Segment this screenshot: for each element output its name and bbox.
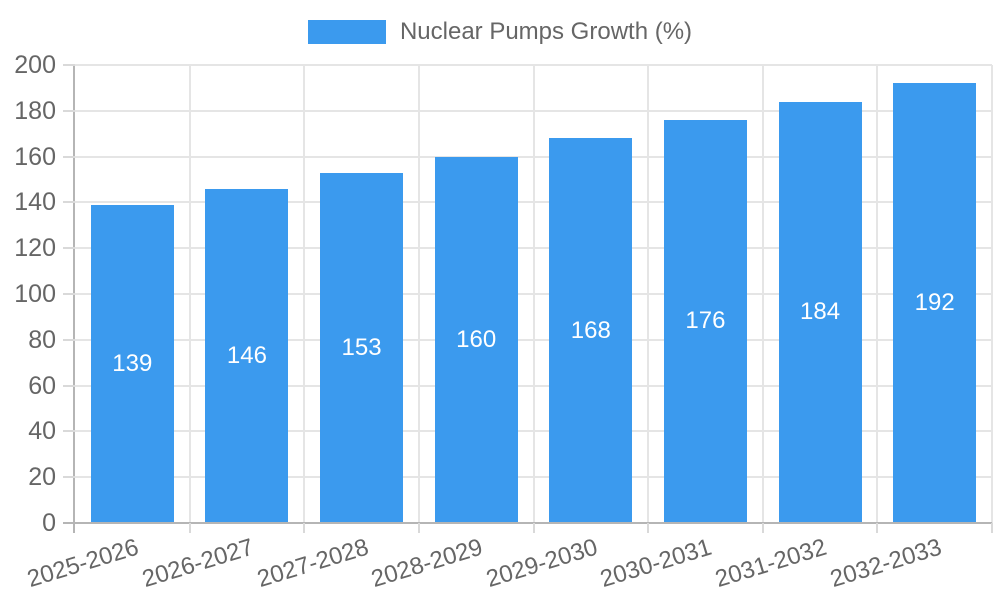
bar[interactable]: 168: [549, 138, 633, 523]
legend-item[interactable]: Nuclear Pumps Growth (%): [307, 18, 693, 46]
bar[interactable]: 176: [663, 119, 747, 523]
x-axis-tick: [876, 523, 879, 533]
bar-value-label: 153: [341, 333, 382, 361]
y-axis-label: 160: [14, 142, 56, 171]
gridline-vertical: [188, 65, 191, 523]
y-axis-label: 140: [14, 188, 56, 217]
bar-value-label: 168: [570, 316, 611, 344]
x-axis-line: [63, 522, 992, 524]
bar-value-label: 139: [112, 349, 153, 377]
x-axis-tick: [991, 523, 993, 533]
y-axis-tick: [63, 293, 75, 295]
y-axis-label: 20: [28, 463, 56, 492]
y-axis-tick: [63, 430, 75, 433]
x-axis-tick: [417, 523, 420, 533]
bar[interactable]: 139: [90, 204, 174, 523]
plot-area: 139 146 153 160 168 176 184 192: [75, 64, 993, 523]
y-axis-label: 40: [28, 417, 56, 446]
x-axis-tick: [761, 523, 764, 533]
y-axis-tick: [63, 155, 75, 158]
y-axis-label: 120: [14, 234, 56, 263]
legend-label: Nuclear Pumps Growth (%): [399, 18, 693, 45]
bar[interactable]: 192: [893, 83, 977, 523]
bar[interactable]: 153: [320, 172, 404, 523]
bar-value-label: 192: [914, 289, 955, 317]
bar-value-label: 184: [800, 298, 841, 326]
y-axis-label: 60: [28, 371, 56, 400]
gridline-vertical: [417, 65, 420, 523]
gridline-vertical: [303, 65, 306, 523]
y-axis-label: 0: [42, 509, 56, 537]
gridline-vertical: [761, 65, 764, 523]
legend: Nuclear Pumps Growth (%): [0, 18, 1000, 46]
y-axis-tick: [63, 201, 75, 204]
gridline-vertical: [647, 65, 650, 523]
y-axis-label: 100: [14, 280, 56, 308]
y-axis-label: 180: [14, 96, 56, 125]
y-axis-label: 80: [28, 325, 56, 354]
bar-value-label: 146: [226, 341, 267, 369]
bar-value-label: 176: [685, 307, 726, 335]
gridline-vertical: [876, 65, 879, 523]
y-axis-tick: [63, 338, 75, 341]
y-axis-tick: [63, 64, 75, 66]
gridline-vertical: [532, 65, 535, 523]
x-axis-tick: [532, 523, 535, 533]
y-axis-tick: [63, 247, 75, 250]
y-axis-tick: [63, 109, 75, 112]
x-axis-tick: [188, 523, 191, 533]
y-axis-tick: [63, 384, 75, 387]
gridline-vertical: [991, 65, 993, 523]
bar[interactable]: 160: [434, 156, 518, 523]
bar[interactable]: 184: [778, 101, 862, 523]
bar-value-label: 160: [456, 325, 497, 353]
bar[interactable]: 146: [205, 188, 289, 523]
y-axis-tick: [63, 476, 75, 479]
y-axis-line: [73, 65, 75, 533]
x-axis-tick: [303, 523, 306, 533]
legend-swatch-icon: [307, 20, 386, 44]
x-axis-tick: [647, 523, 650, 533]
y-axis-label: 200: [14, 51, 56, 79]
